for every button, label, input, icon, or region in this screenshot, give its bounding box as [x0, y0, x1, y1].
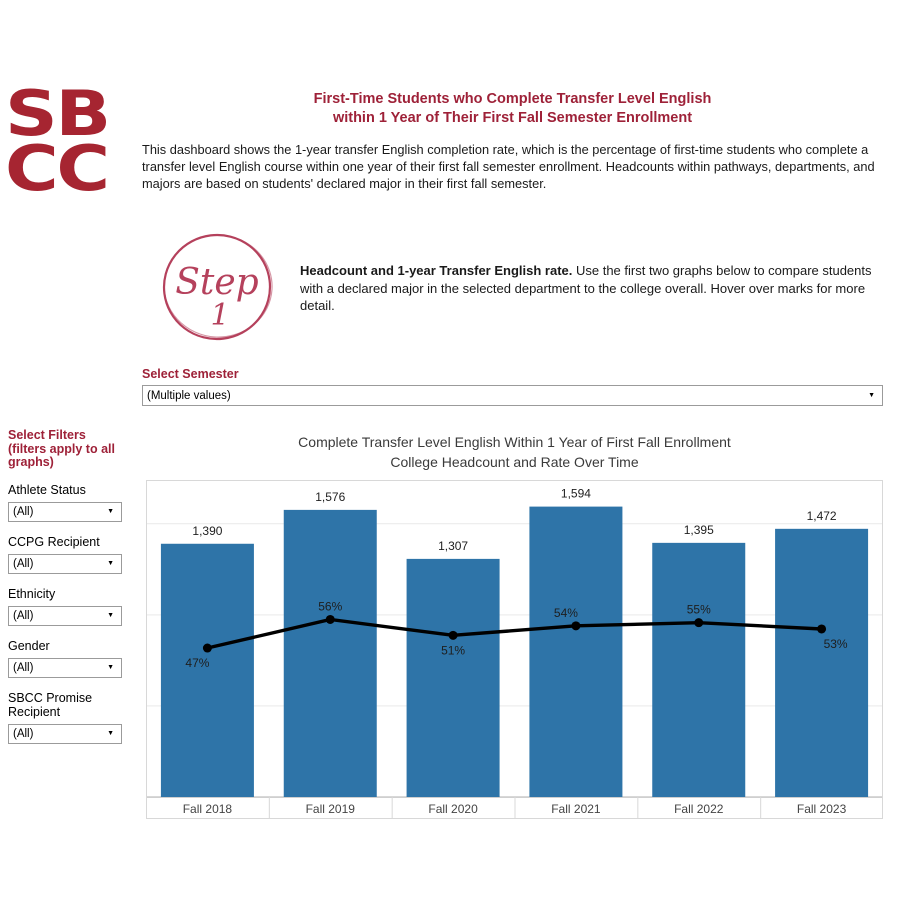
chart-title-line-1: Complete Transfer Level English Within 1… [298, 434, 731, 450]
plot-border [146, 480, 883, 797]
rate-point-fall-2023[interactable] [817, 624, 827, 634]
bar-fall-2023[interactable] [775, 528, 869, 797]
bar-value-label: 1,472 [807, 509, 837, 523]
rate-point-fall-2022[interactable] [694, 618, 704, 628]
bar-fall-2021[interactable] [529, 506, 623, 797]
bar-value-label: 1,594 [561, 487, 591, 501]
chart-title-line-2: College Headcount and Rate Over Time [390, 453, 639, 470]
filter-label-sbcc-promise: SBCC Promise Recipient [8, 690, 93, 719]
logo-line-2: CC [5, 132, 110, 205]
x-axis-label: Fall 2021 [551, 802, 601, 816]
ethnicity-dropdown[interactable]: (All) ▼ [8, 605, 122, 626]
bar-value-label: 1,395 [684, 523, 714, 537]
dashboard-description: This dashboard shows the 1-year transfer… [142, 142, 875, 191]
filters-sidebar: Select Filters (filters apply to all gra… [8, 428, 130, 744]
rate-value-label: 51% [441, 643, 465, 657]
sbcc-promise-dropdown[interactable]: (All) ▼ [8, 723, 122, 744]
gender-value: (All) [13, 661, 34, 674]
sbcc-logo: SB CC [5, 77, 111, 205]
bar-value-label: 1,307 [438, 539, 468, 553]
chevron-down-icon: ▼ [868, 392, 875, 399]
page-title-line-2: within 1 Year of Their First Fall Semest… [332, 110, 693, 126]
filter-label-gender: Gender [8, 638, 50, 653]
x-axis-label: Fall 2019 [306, 802, 356, 816]
bar-fall-2018[interactable] [160, 543, 254, 797]
filter-label-ethnicity: Ethnicity [8, 586, 56, 601]
ccpg-recipient-value: (All) [13, 557, 34, 570]
page-title-line-1: First-Time Students who Complete Transfe… [313, 91, 712, 107]
gender-dropdown[interactable]: (All) ▼ [8, 657, 122, 678]
bar-value-label: 1,390 [192, 524, 222, 538]
athlete-status-dropdown[interactable]: (All) ▼ [8, 501, 122, 522]
semester-dropdown[interactable]: (Multiple values) ▼ [142, 385, 883, 406]
semester-filter-label: Select Semester [142, 367, 239, 381]
rate-line [207, 617, 822, 650]
x-axis-label: Fall 2022 [674, 802, 724, 816]
step-description-lead: Headcount and 1-year Transfer English ra… [300, 263, 573, 278]
sidebar-header-line: Select Filters [8, 428, 86, 442]
step-circle-icon: Step 1 [162, 233, 273, 341]
logo-line-1: SB [5, 77, 111, 150]
step-badge-number: 1 [210, 298, 229, 333]
chart-title: Complete Transfer Level English Within 1… [146, 433, 883, 472]
x-axis-label: Fall 2023 [797, 802, 847, 816]
sidebar-header-line: (filters apply to all [8, 441, 115, 456]
rate-value-label: 53% [824, 637, 848, 651]
semester-dropdown-value: (Multiple values) [147, 389, 231, 402]
rate-value-label: 47% [185, 656, 209, 670]
chevron-down-icon: ▼ [107, 612, 114, 619]
page-title: First-Time Students who Complete Transfe… [142, 90, 883, 128]
bar-value-label: 1,576 [315, 490, 345, 504]
chevron-down-icon: ▼ [107, 730, 114, 737]
ethnicity-value: (All) [13, 609, 34, 622]
rate-point-fall-2019[interactable] [325, 614, 335, 624]
filter-label-ccpg-recipient: CCPG Recipient [8, 534, 100, 549]
rate-point-fall-2020[interactable] [448, 630, 458, 640]
rate-value-label: 54% [554, 606, 578, 620]
sidebar-header-line: graphs) [8, 455, 54, 469]
step-description-body: Use the first two graphs below to compar… [300, 263, 872, 313]
headcount-rate-chart: 1,390 Fall 2018 1,576 Fall 2019 1,307 Fall 20… [146, 480, 883, 819]
x-axis-label: Fall 2020 [428, 802, 478, 816]
chevron-down-icon: ▼ [107, 508, 114, 515]
chevron-down-icon: ▼ [107, 560, 114, 567]
step-badge-word: Step [175, 262, 258, 303]
sbcc-promise-value: (All) [13, 727, 34, 740]
rate-point-fall-2021[interactable] [571, 621, 581, 631]
athlete-status-value: (All) [13, 505, 34, 518]
x-axis-label: Fall 2018 [183, 802, 233, 816]
bar-fall-2019[interactable] [283, 509, 377, 797]
ccpg-recipient-dropdown[interactable]: (All) ▼ [8, 553, 122, 574]
rate-value-label: 55% [687, 603, 711, 617]
step-description: Headcount and 1-year Transfer English ra… [300, 262, 892, 315]
rate-value-label: 56% [318, 599, 342, 613]
bar-fall-2022[interactable] [652, 542, 746, 797]
bar-fall-2020[interactable] [406, 558, 500, 797]
sidebar-header: Select Filters (filters apply to all gra… [8, 428, 130, 470]
filter-label-athlete-status: Athlete Status [8, 482, 86, 497]
rate-point-fall-2018[interactable] [202, 643, 212, 653]
chevron-down-icon: ▼ [107, 664, 114, 671]
step-1-badge: Step 1 [159, 231, 275, 344]
